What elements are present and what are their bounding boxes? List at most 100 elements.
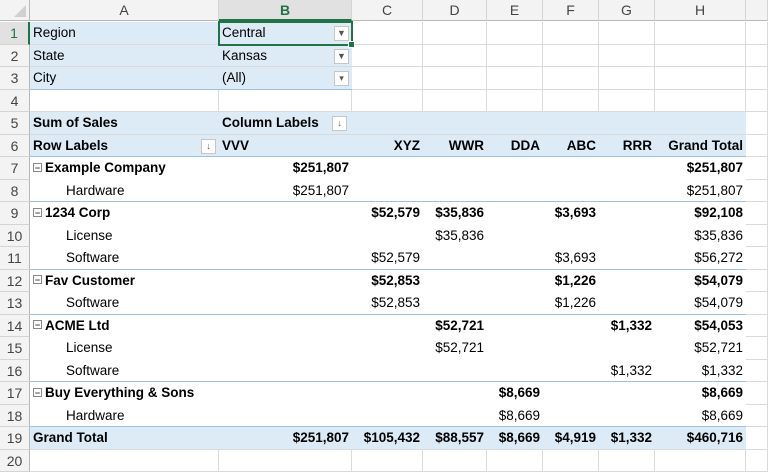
- cell[interactable]: [746, 292, 768, 315]
- cell[interactable]: [655, 45, 746, 68]
- cell[interactable]: [352, 337, 423, 360]
- filter-label[interactable]: Region: [30, 22, 219, 45]
- cell[interactable]: [219, 337, 352, 360]
- cell[interactable]: [219, 405, 352, 428]
- cell[interactable]: [599, 112, 655, 135]
- pivot-value[interactable]: $251,807: [219, 157, 352, 180]
- cell[interactable]: [487, 225, 543, 248]
- cell[interactable]: [219, 225, 352, 248]
- cell[interactable]: [352, 360, 423, 383]
- cell[interactable]: [487, 337, 543, 360]
- cell[interactable]: [599, 45, 655, 68]
- row-labels-filter-icon[interactable]: ↓: [201, 139, 216, 154]
- cell[interactable]: [746, 180, 768, 203]
- row-header[interactable]: 6: [0, 135, 30, 158]
- cell[interactable]: [599, 225, 655, 248]
- pivot-group-row-label[interactable]: −ACME Ltd: [30, 315, 219, 338]
- pivot-value[interactable]: $8,669: [487, 405, 543, 428]
- cell[interactable]: [746, 202, 768, 225]
- cell[interactable]: [543, 405, 599, 428]
- cell[interactable]: [746, 247, 768, 270]
- cell[interactable]: [352, 450, 423, 472]
- grand-total-value[interactable]: $251,807: [219, 427, 352, 450]
- pivot-item-row-label[interactable]: Software: [30, 292, 219, 315]
- filter-label[interactable]: State: [30, 45, 219, 68]
- cell[interactable]: [219, 450, 352, 472]
- row-header[interactable]: 3: [0, 67, 30, 90]
- cell[interactable]: [655, 67, 746, 90]
- cell[interactable]: [746, 360, 768, 383]
- column-labels-filter-icon[interactable]: ↓: [332, 116, 347, 131]
- cell[interactable]: [746, 450, 768, 472]
- pivot-value[interactable]: $3,693: [543, 202, 599, 225]
- cell[interactable]: [746, 45, 768, 68]
- pivot-column-header[interactable]: DDA: [487, 135, 543, 158]
- cell[interactable]: [746, 112, 768, 135]
- pivot-column-header[interactable]: XYZ: [352, 135, 423, 158]
- cell[interactable]: [352, 45, 423, 68]
- pivot-item-row-label[interactable]: Hardware: [30, 405, 219, 428]
- pivot-value[interactable]: $54,079: [655, 270, 746, 293]
- grand-total-value[interactable]: $460,716: [655, 427, 746, 450]
- pivot-value[interactable]: $1,226: [543, 270, 599, 293]
- grand-total-value[interactable]: $1,332: [599, 427, 655, 450]
- pivot-value[interactable]: $52,579: [352, 247, 423, 270]
- pivot-group-row-label[interactable]: −Buy Everything & Sons: [30, 382, 219, 405]
- cell[interactable]: [487, 157, 543, 180]
- cell[interactable]: [423, 67, 487, 90]
- cell[interactable]: [599, 247, 655, 270]
- cell[interactable]: [746, 135, 768, 158]
- row-header[interactable]: 20: [0, 450, 30, 472]
- pivot-group-row-label[interactable]: −1234 Corp: [30, 202, 219, 225]
- row-header[interactable]: 14: [0, 315, 30, 338]
- cell[interactable]: [746, 337, 768, 360]
- pivot-item-row-label[interactable]: Software: [30, 360, 219, 383]
- values-label[interactable]: Sum of Sales: [30, 112, 219, 135]
- pivot-column-header[interactable]: ABC: [543, 135, 599, 158]
- column-header-d[interactable]: D: [423, 0, 487, 21]
- cell[interactable]: [423, 157, 487, 180]
- cell[interactable]: [423, 180, 487, 203]
- pivot-group-row-label[interactable]: −Example Company: [30, 157, 219, 180]
- cell[interactable]: [543, 157, 599, 180]
- cell[interactable]: [219, 202, 352, 225]
- cell[interactable]: [543, 67, 599, 90]
- pivot-value[interactable]: $1,226: [543, 292, 599, 315]
- select-all-corner[interactable]: [0, 0, 30, 21]
- collapse-icon[interactable]: −: [33, 163, 42, 172]
- cell[interactable]: [543, 337, 599, 360]
- row-header[interactable]: 1: [0, 22, 30, 45]
- cell[interactable]: [423, 360, 487, 383]
- cell[interactable]: [746, 405, 768, 428]
- column-header-a[interactable]: A: [30, 0, 219, 21]
- pivot-column-header[interactable]: Grand Total: [655, 135, 746, 158]
- cell[interactable]: [487, 450, 543, 472]
- pivot-value[interactable]: $1,332: [655, 360, 746, 383]
- pivot-value[interactable]: $92,108: [655, 202, 746, 225]
- grand-total-label[interactable]: Grand Total: [30, 427, 219, 450]
- row-header[interactable]: 16: [0, 360, 30, 383]
- cell[interactable]: [599, 157, 655, 180]
- cell[interactable]: [352, 22, 423, 45]
- pivot-column-header[interactable]: WWR: [423, 135, 487, 158]
- filter-value[interactable]: Kansas: [219, 45, 352, 68]
- cell[interactable]: [599, 270, 655, 293]
- row-header[interactable]: 10: [0, 225, 30, 248]
- row-header[interactable]: 11: [0, 247, 30, 270]
- collapse-icon[interactable]: −: [33, 388, 42, 397]
- pivot-column-header[interactable]: RRR: [599, 135, 655, 158]
- row-header[interactable]: 8: [0, 180, 30, 203]
- cell[interactable]: [423, 247, 487, 270]
- pivot-value[interactable]: $35,836: [655, 225, 746, 248]
- cell[interactable]: [30, 90, 219, 113]
- pivot-item-row-label[interactable]: License: [30, 225, 219, 248]
- cell[interactable]: [487, 112, 543, 135]
- cell[interactable]: [352, 405, 423, 428]
- cell[interactable]: [423, 90, 487, 113]
- cell[interactable]: [487, 292, 543, 315]
- grand-total-value[interactable]: $88,557: [423, 427, 487, 450]
- cell[interactable]: [599, 202, 655, 225]
- pivot-value[interactable]: $52,721: [655, 337, 746, 360]
- collapse-icon[interactable]: −: [33, 208, 42, 217]
- column-labels-header[interactable]: Column Labels: [219, 112, 329, 135]
